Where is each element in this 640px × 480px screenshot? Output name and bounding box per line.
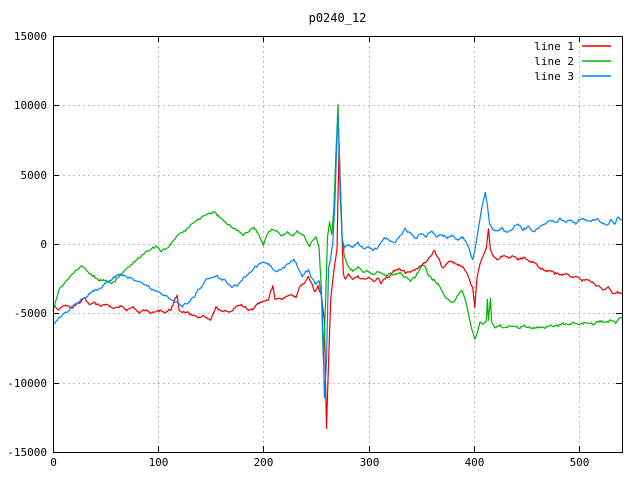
x-tick-label: 200 — [254, 456, 274, 469]
x-tick-label: 400 — [465, 456, 485, 469]
y-tick-label: 0 — [40, 238, 47, 251]
legend-label: line 3 — [534, 70, 574, 83]
axis-ticks — [53, 36, 622, 453]
y-tick-label: 10000 — [14, 99, 47, 112]
series-line-1 — [52, 142, 623, 430]
x-tick-label: 500 — [570, 456, 590, 469]
y-axis-labels: -15000 -10000 -5000 0 5000 10000 15000 — [7, 30, 47, 459]
legend-label: line 1 — [534, 40, 574, 53]
y-tick-label: 15000 — [14, 30, 47, 43]
y-tick-label: 5000 — [21, 169, 48, 182]
gridlines — [53, 36, 622, 452]
x-tick-label: 300 — [360, 456, 380, 469]
series-line-3 — [52, 112, 623, 399]
y-tick-label: -5000 — [14, 307, 47, 320]
chart-title: p0240_12 — [309, 11, 367, 25]
x-axis-labels: 0 100 200 300 400 500 — [50, 456, 589, 469]
x-tick-label: 100 — [149, 456, 169, 469]
y-tick-label: -10000 — [7, 377, 47, 390]
legend-label: line 2 — [534, 55, 574, 68]
y-tick-label: -15000 — [7, 446, 47, 459]
legend: line 1 line 2 line 3 — [534, 40, 611, 83]
series-lines — [52, 104, 623, 430]
x-tick-label: 0 — [50, 456, 57, 469]
